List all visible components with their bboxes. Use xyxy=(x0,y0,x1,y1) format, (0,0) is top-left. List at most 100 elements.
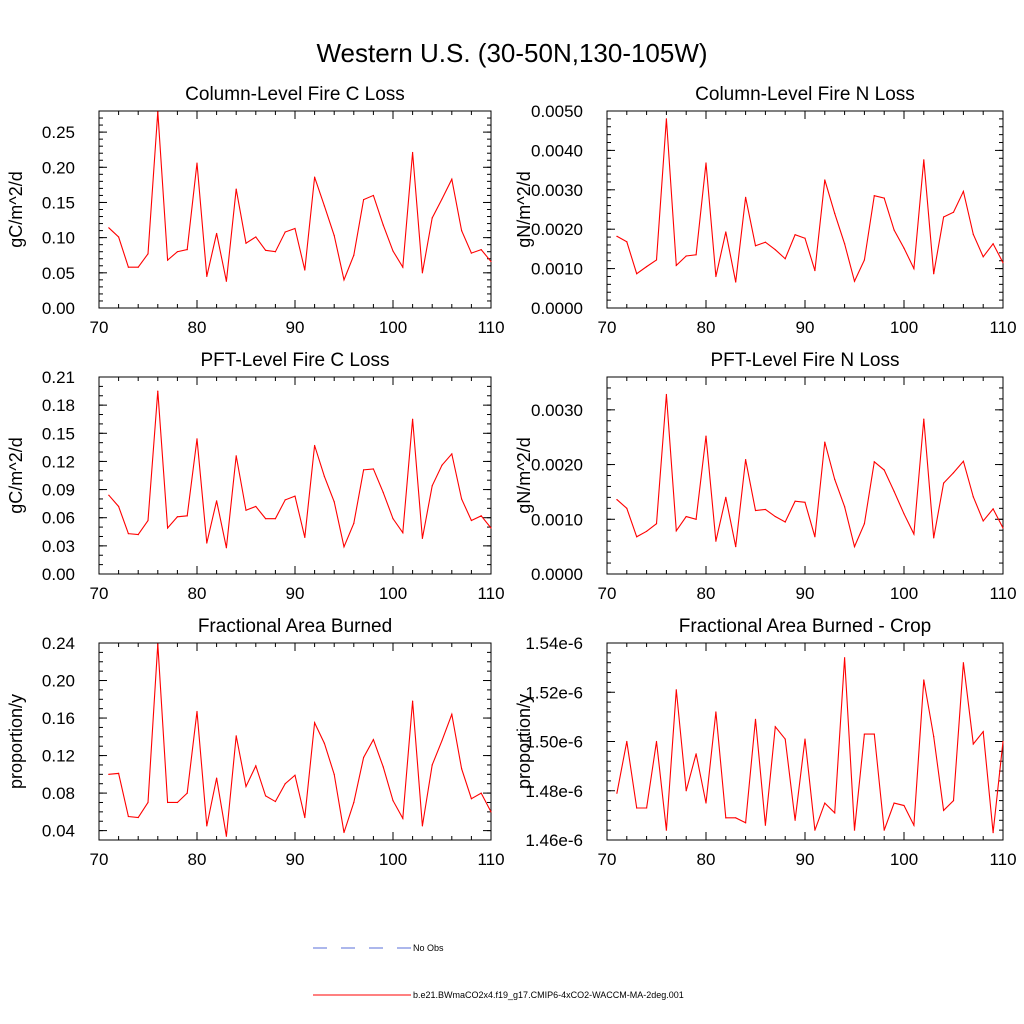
legend-label-model-run: b.e21.BWmaCO2x4.f19_g17.CMIP6-4xCO2-WACC… xyxy=(413,990,684,1000)
data-point xyxy=(382,491,384,493)
data-point xyxy=(157,643,159,645)
panels: Column-Level Fire C Loss 70 80 90 100 110 0.00… xyxy=(6,84,1017,869)
y-tick-label: 0.0000 xyxy=(531,565,583,584)
data-point xyxy=(235,735,237,737)
data-point xyxy=(804,501,806,503)
data-point xyxy=(314,444,316,447)
data-point xyxy=(715,711,717,713)
data-point xyxy=(137,266,139,268)
data-point xyxy=(167,801,169,804)
y-tick-label: 0.0010 xyxy=(531,260,583,279)
y-tick-label: 0.0020 xyxy=(531,220,583,239)
data-point xyxy=(992,243,994,245)
plot-frame xyxy=(606,376,1004,575)
data-point xyxy=(933,735,935,738)
data-point xyxy=(695,753,697,755)
data-point xyxy=(461,768,463,770)
data-point xyxy=(127,266,129,268)
data-point xyxy=(913,533,915,535)
data-point xyxy=(764,508,767,511)
plot-frame xyxy=(606,110,1004,309)
data-point xyxy=(923,679,925,681)
data-point xyxy=(206,825,208,827)
y-tick-label: 0.04 xyxy=(42,822,75,841)
y-axis-label: proportion/y xyxy=(514,694,534,789)
data-point xyxy=(665,393,668,396)
chart-panel-6: Fractional Area Burned - Crop 70 80 90 100 11… xyxy=(514,616,1017,869)
data-point xyxy=(626,241,628,243)
data-point xyxy=(962,190,965,192)
data-point xyxy=(824,179,826,181)
y-tick-label: 0.0010 xyxy=(531,510,583,529)
data-point xyxy=(863,523,866,525)
data-point xyxy=(206,542,208,544)
data-point xyxy=(893,490,895,492)
data-point xyxy=(853,280,856,282)
data-point xyxy=(431,764,433,766)
x-tick-label: 100 xyxy=(890,318,918,337)
data-point xyxy=(118,236,120,238)
data-point xyxy=(265,795,267,797)
data-point xyxy=(665,829,668,831)
data-point xyxy=(314,176,316,178)
data-point xyxy=(715,540,717,542)
data-point xyxy=(933,273,935,275)
panel-title: Column-Level Fire N Loss xyxy=(695,84,915,105)
y-axis-label: gC/m^2/d xyxy=(6,437,26,513)
data-point xyxy=(284,499,286,501)
data-point xyxy=(412,418,414,420)
data-point xyxy=(363,756,365,759)
data-point xyxy=(636,536,638,538)
data-point xyxy=(265,249,267,251)
data-point xyxy=(196,438,198,440)
data-point xyxy=(844,243,846,245)
data-point xyxy=(421,537,423,539)
y-tick-label: 1.46e-6 xyxy=(525,831,583,850)
data-point xyxy=(245,785,247,788)
series-line-1 xyxy=(616,118,1004,283)
data-point xyxy=(923,159,925,161)
figure-title: Western U.S. (30-50N,130-105W) xyxy=(316,38,707,68)
y-tick-label: 1.50e-6 xyxy=(525,733,583,752)
data-point xyxy=(157,390,159,392)
chart-panel-3: PFT-Level Fire C Loss 70 80 90 100 110 0.00 0.0… xyxy=(6,350,505,603)
x-tick-label: 80 xyxy=(188,850,207,869)
data-point xyxy=(903,247,905,249)
y-tick-label: 0.16 xyxy=(42,709,75,728)
data-point xyxy=(490,527,492,529)
data-point xyxy=(363,469,365,471)
data-point xyxy=(333,773,335,775)
data-point xyxy=(176,516,178,518)
data-point xyxy=(774,515,776,518)
data-point xyxy=(665,118,668,120)
data-point xyxy=(343,546,345,548)
data-point xyxy=(196,710,198,713)
data-point xyxy=(108,227,110,229)
data-point xyxy=(943,809,945,812)
data-point xyxy=(451,178,453,180)
data-point xyxy=(735,817,737,819)
data-point xyxy=(685,515,687,518)
data-point xyxy=(461,498,463,500)
data-point xyxy=(392,800,394,802)
data-point xyxy=(225,280,227,282)
y-tick-label: 0.03 xyxy=(42,537,75,556)
data-point xyxy=(883,197,885,199)
data-point xyxy=(863,733,866,735)
data-point xyxy=(421,272,423,274)
data-point xyxy=(873,195,875,197)
data-point xyxy=(372,194,374,197)
data-point xyxy=(903,804,905,807)
x-tick-label: 100 xyxy=(379,318,407,337)
y-tick-label: 0.21 xyxy=(42,368,75,387)
series-line-1 xyxy=(108,391,492,549)
legend: No Obs b.e21.BWmaCO2x4.f19_g17.CMIP6-4xC… xyxy=(313,943,684,1000)
data-point xyxy=(745,822,747,824)
panel-title: Fractional Area Burned - Crop xyxy=(679,616,931,637)
data-point xyxy=(353,522,355,524)
data-point xyxy=(952,211,955,213)
x-tick-label: 80 xyxy=(697,318,716,337)
y-tick-label: 0.0020 xyxy=(531,456,583,475)
x-tick-label: 100 xyxy=(890,584,918,603)
